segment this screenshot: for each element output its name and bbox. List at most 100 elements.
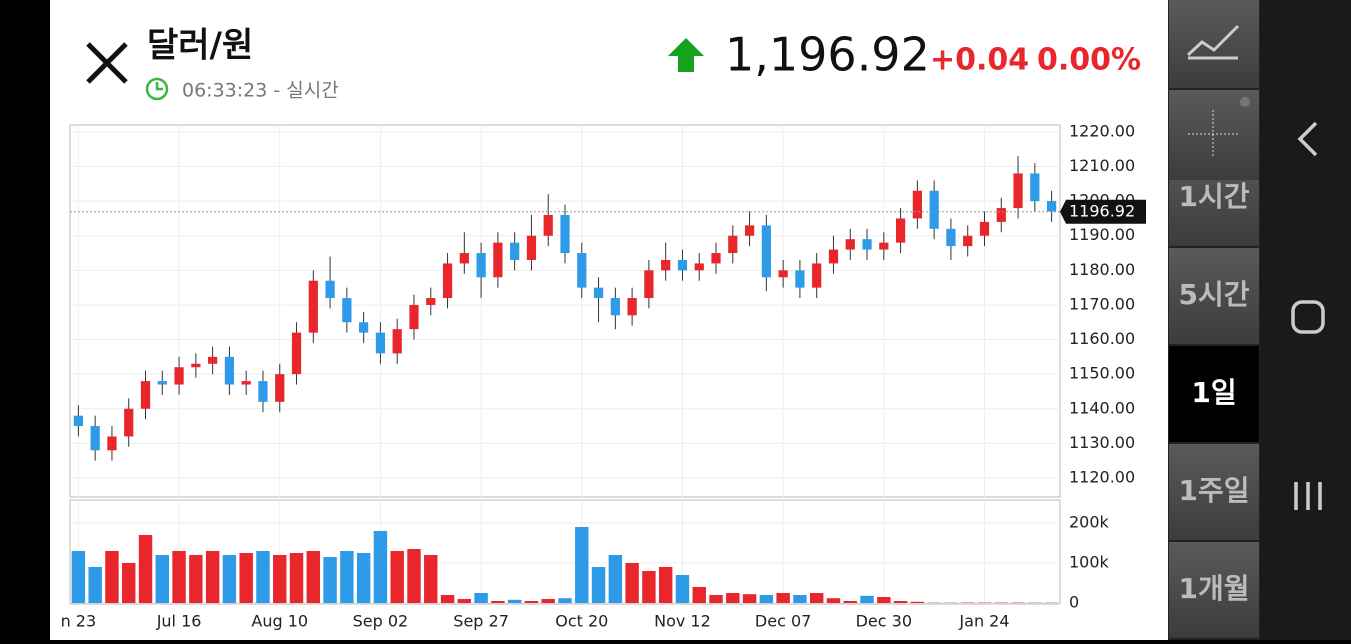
volume-bar — [793, 595, 806, 603]
volume-bar — [642, 571, 655, 603]
price: 1,196.92 — [725, 28, 930, 82]
volume-bar — [72, 551, 85, 603]
title: 달러/원 — [147, 26, 253, 66]
volume-bar — [239, 553, 252, 603]
candle-body — [560, 215, 569, 253]
candle-body — [611, 298, 620, 315]
volume-bar — [441, 595, 454, 603]
interval-label: 1주일 — [1178, 474, 1249, 507]
volume-bar — [273, 555, 286, 603]
x-tick-label: Dec 07 — [755, 612, 811, 631]
candle-body — [443, 263, 452, 298]
candle-body — [359, 322, 368, 332]
volume-tick-label: 0 — [1069, 593, 1079, 612]
candle-body — [292, 333, 301, 375]
chart-type-button[interactable] — [1169, 0, 1259, 88]
candle-body — [577, 253, 586, 288]
volume-bar — [156, 555, 169, 603]
volume-bar — [357, 553, 370, 603]
candle-body — [476, 253, 485, 277]
change: +0.04 — [930, 43, 1029, 78]
time: 06:33:23 - 실시간 — [182, 80, 339, 102]
candle-body — [862, 239, 871, 249]
candle-body — [913, 191, 922, 219]
volume-bar — [827, 598, 840, 603]
candle-body — [896, 218, 905, 242]
candle-body — [728, 236, 737, 253]
candle-body — [644, 270, 653, 298]
x-tick-label: Jul 16 — [156, 612, 202, 631]
candle-body — [711, 253, 720, 263]
indicator-dot — [1240, 97, 1250, 107]
volume-bar — [307, 551, 320, 603]
candle-body — [745, 225, 754, 235]
volume-bar — [609, 555, 622, 603]
candle-body — [225, 357, 234, 385]
y-tick-label: 1140.00 — [1069, 398, 1135, 417]
y-tick-label: 1120.00 — [1069, 467, 1135, 486]
volume-bar — [491, 601, 504, 603]
volume-bar — [558, 598, 571, 603]
candle-body — [695, 263, 704, 270]
candle-body — [946, 229, 955, 246]
candle-body — [124, 409, 133, 437]
volume-bar — [659, 567, 672, 603]
candle-body — [141, 381, 150, 409]
volume-bar — [407, 549, 420, 603]
candle-body — [661, 260, 670, 270]
candle-body — [997, 208, 1006, 222]
candle-body — [628, 298, 637, 315]
x-tick-label: Jan 24 — [958, 612, 1009, 631]
candle-body — [527, 236, 536, 260]
candle-body — [762, 225, 771, 277]
volume-bar — [860, 596, 873, 603]
volume-bar — [424, 555, 437, 603]
volume-bar — [525, 601, 538, 603]
y-tick-label: 1180.00 — [1069, 260, 1135, 279]
candle-body — [930, 191, 939, 229]
volume-bar — [776, 593, 789, 603]
volume-bar — [726, 593, 739, 603]
candle-body — [426, 298, 435, 305]
volume-bar — [709, 595, 722, 603]
y-tick-label: 1220.00 — [1069, 121, 1135, 140]
candle-body — [309, 281, 318, 333]
x-tick-label: Oct 20 — [555, 612, 608, 631]
volume-bar — [374, 531, 387, 603]
interval-label: 1개월 — [1178, 572, 1249, 605]
interval-label: 5시간 — [1178, 278, 1249, 311]
candle-body — [91, 426, 100, 450]
volume-bar — [760, 595, 773, 603]
candle-body — [376, 333, 385, 354]
interval-label: 1일 — [1191, 376, 1236, 409]
volume-bar — [390, 551, 403, 603]
candle-body — [409, 305, 418, 329]
y-tick-label: 1170.00 — [1069, 294, 1135, 313]
x-tick-label: Aug 10 — [251, 612, 308, 631]
change-pct: 0.00% — [1037, 43, 1141, 78]
y-tick-label: 1160.00 — [1069, 329, 1135, 348]
last-price-label: 1196.92 — [1069, 201, 1135, 220]
candle-body — [846, 239, 855, 249]
volume-bar — [122, 563, 135, 603]
price-frame — [70, 125, 1060, 497]
volume-bar — [676, 575, 689, 603]
volume-bar — [206, 551, 219, 603]
volume-bar — [189, 555, 202, 603]
candle-body — [191, 364, 200, 367]
candle-body — [460, 253, 469, 263]
candle-body — [678, 260, 687, 270]
candle-body — [393, 329, 402, 353]
volume-bar — [323, 557, 336, 603]
candle-body — [795, 270, 804, 287]
volume-bar — [474, 593, 487, 603]
x-tick-label: Dec 30 — [856, 612, 912, 631]
volume-bar — [508, 600, 521, 603]
candle-body — [275, 374, 284, 402]
volume-bar — [844, 601, 857, 603]
volume-bar — [592, 567, 605, 603]
volume-bar — [458, 599, 471, 603]
x-tick-label: Nov 12 — [654, 612, 711, 631]
y-tick-label: 1190.00 — [1069, 225, 1135, 244]
